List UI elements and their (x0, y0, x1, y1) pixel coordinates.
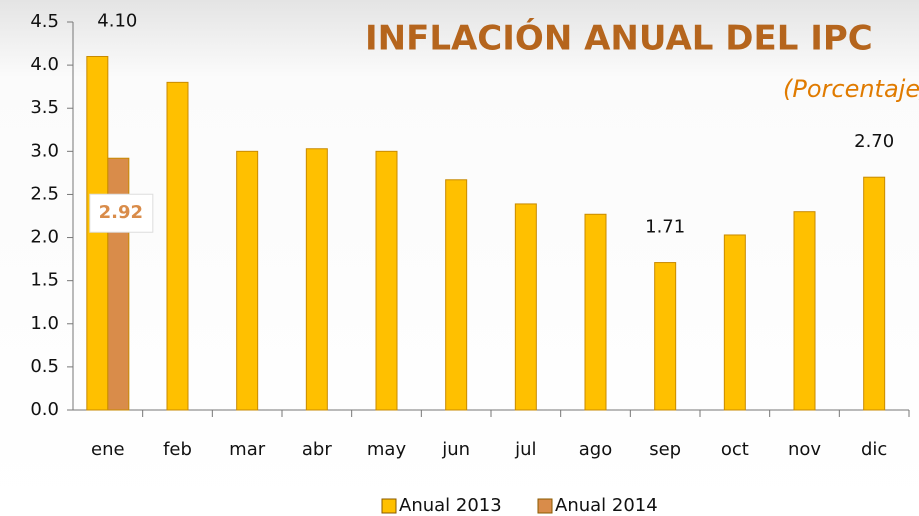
bar (584, 213, 607, 411)
x-tick-label: dic (861, 439, 887, 460)
x-tick-label: nov (788, 439, 821, 460)
legend-label: Anual 2013 (399, 495, 502, 516)
legend-swatch (537, 498, 553, 514)
data-label: 2.92 (99, 202, 143, 223)
legend-label: Anual 2014 (555, 495, 658, 516)
y-tick-label: 0.0 (30, 399, 59, 420)
x-tick-label: oct (721, 439, 749, 460)
y-tick-label: 3.5 (30, 97, 59, 118)
y-tick-label: 2.0 (30, 227, 59, 248)
x-tick-label: may (367, 439, 407, 460)
bar (166, 81, 189, 411)
x-tick-label: feb (163, 439, 192, 460)
x-tick-label: ene (91, 439, 125, 460)
y-tick-label: 3.0 (30, 140, 59, 161)
x-tick-label: ago (579, 439, 612, 460)
x-tick-label: jul (514, 439, 536, 460)
legend-swatch (381, 498, 397, 514)
data-label: 1.71 (645, 217, 685, 238)
bar (793, 211, 816, 411)
chart-subtitle: (Porcentaje) (783, 75, 919, 103)
bar (863, 176, 886, 411)
x-tick-label: jun (441, 439, 470, 460)
y-tick-label: 1.0 (30, 313, 59, 334)
y-tick-label: 2.5 (30, 183, 59, 204)
bar (445, 179, 468, 411)
y-tick-label: 4.0 (30, 54, 59, 75)
data-label: 4.10 (97, 10, 137, 31)
bar (236, 150, 259, 411)
y-tick-label: 4.5 (30, 11, 59, 32)
data-label: 2.70 (854, 131, 894, 152)
y-tick-label: 0.5 (30, 356, 59, 377)
bar (86, 55, 109, 411)
bar (654, 262, 677, 411)
x-tick-label: sep (649, 439, 681, 460)
data-label-box (89, 193, 154, 233)
bar (723, 234, 746, 411)
bar (375, 150, 398, 411)
chart-title: INFLACIÓN ANUAL DEL IPC (365, 18, 873, 59)
bar (514, 203, 537, 411)
x-tick-label: mar (229, 439, 266, 460)
x-tick-label: abr (302, 439, 332, 460)
y-tick-label: 1.5 (30, 270, 59, 291)
bar (305, 148, 328, 411)
